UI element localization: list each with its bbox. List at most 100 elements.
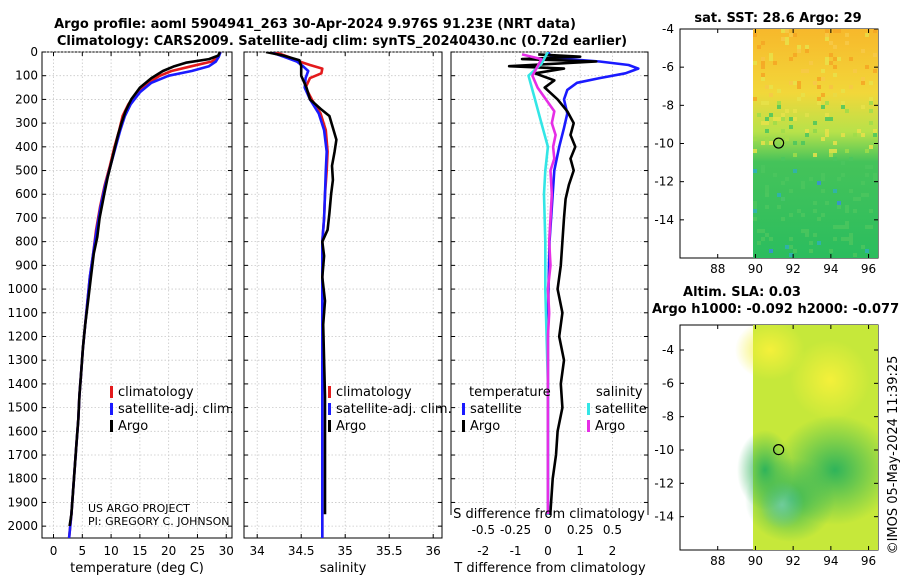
sst-pixel — [833, 57, 837, 61]
sst-pixel — [801, 141, 805, 145]
salinity-ticks: 34 34.5 35 35.5 36 — [244, 51, 442, 558]
sst-pixel — [833, 225, 837, 229]
sst-pixel — [829, 249, 833, 253]
sst-pixel — [857, 197, 861, 201]
sst-pixel — [869, 225, 873, 229]
x-tick-label: 10 — [103, 544, 118, 558]
legend3-temp-argo-swatch — [462, 420, 465, 432]
sst-pixel — [873, 53, 877, 57]
sst-pixel — [829, 149, 833, 153]
sst-pixel — [761, 101, 765, 105]
y-tick-label: 300 — [15, 116, 38, 130]
sst-pixel — [805, 113, 809, 117]
map-y-tick-label: -10 — [654, 443, 674, 457]
y-tick-label: 500 — [15, 164, 38, 178]
legend3-sal-argo: Argo — [595, 419, 625, 434]
s-difference-ticks: -0.5 -0.25 0 0.25 0.5 — [472, 523, 622, 537]
map-y-tick-label: -14 — [654, 213, 674, 227]
sst-pixel — [837, 201, 841, 205]
sst-pixel — [865, 173, 869, 177]
sst-pixel — [861, 193, 865, 197]
sst-pixel — [797, 45, 801, 49]
series-line-argo — [68, 52, 222, 527]
sst-pixel — [833, 189, 837, 193]
sst-pixel — [849, 157, 853, 161]
sst-pixel — [781, 37, 785, 41]
temperature-grid — [42, 51, 232, 538]
map-y-tick-label: -10 — [654, 137, 674, 151]
sst-pixel — [753, 217, 757, 221]
y-tick-label: 1000 — [7, 282, 38, 296]
sst-pixel — [793, 53, 797, 57]
sst-pixel — [805, 45, 809, 49]
sst-pixel — [765, 205, 769, 209]
timestamp: ©IMOS 05-May-2024 11:39:25 — [886, 356, 900, 555]
sst-pixel — [781, 217, 785, 221]
sst-pixel — [825, 61, 829, 65]
sst-pixel — [825, 113, 829, 117]
sst-pixel — [773, 121, 777, 125]
sst-pixel — [793, 153, 797, 157]
sst-pixel — [833, 73, 837, 77]
sst-pixel — [817, 97, 821, 101]
sst-pixel — [765, 137, 769, 141]
sst-pixel — [817, 241, 821, 245]
sst-pixel — [869, 121, 873, 125]
sst-pixel — [817, 85, 821, 89]
sst-pixel — [861, 49, 865, 53]
sst-pixel — [789, 213, 793, 217]
sst-pixel — [781, 117, 785, 121]
sst-pixel — [797, 81, 801, 85]
sla-argo-marker — [773, 444, 785, 456]
sst-pixel — [761, 61, 765, 65]
sst-map: sat. SST: 28.6 Argo: 29 88 90 92 94 96 -4 -6 -8… — [654, 11, 879, 276]
sst-pixel — [873, 29, 877, 33]
sst-pixel — [761, 169, 765, 173]
sst-pixel — [785, 245, 789, 249]
sst-pixel — [829, 117, 833, 121]
sst-pixel — [837, 177, 841, 181]
sst-pixel — [821, 93, 825, 97]
map-y-tick-label: -4 — [662, 343, 674, 357]
sst-pixel — [853, 133, 857, 137]
sla-map-title-2: Argo h1000: -0.092 h2000: -0.077 — [652, 302, 899, 317]
sst-pixel — [793, 249, 797, 253]
legend3-sal-sat-swatch — [587, 403, 590, 415]
sst-pixel — [789, 237, 793, 241]
sst-pixel — [801, 93, 805, 97]
x-tick-label: 0 — [544, 544, 552, 558]
sst-pixel — [845, 33, 849, 37]
sst-pixel — [869, 165, 873, 169]
sst-pixel — [789, 57, 793, 61]
y-tick-label: 1700 — [7, 448, 38, 462]
y-tick-label: 1500 — [7, 401, 38, 415]
sst-pixel — [813, 129, 817, 133]
map-x-tick-label: 88 — [710, 554, 725, 568]
temperature-panel: 0100200300400500600700800900100011001200… — [7, 45, 233, 576]
legend2-climatology: climatology — [336, 385, 412, 400]
difference-lines — [507, 52, 640, 538]
temperature-lines — [67, 52, 222, 538]
sst-pixel — [829, 41, 833, 45]
sst-map-ticks: 88 90 92 94 96 -4 -6 -8 -10 -12 -14 — [654, 22, 878, 276]
sst-pixel — [841, 173, 845, 177]
sst-pixel — [817, 181, 821, 185]
sst-pixel — [825, 33, 829, 37]
sst-pixel — [801, 213, 805, 217]
sst-pixel — [789, 125, 793, 129]
sst-pixel — [805, 233, 809, 237]
sst-pixel — [793, 141, 797, 145]
y-tick-label: 700 — [15, 211, 38, 225]
map-y-tick-label: -6 — [662, 60, 674, 74]
sst-pixel — [761, 77, 765, 81]
sst-pixel — [777, 89, 781, 93]
sst-pixel — [833, 93, 837, 97]
x-tick-label: 35 — [338, 544, 353, 558]
sst-pixel — [769, 113, 773, 117]
sst-pixel — [849, 233, 853, 237]
sst-pixel — [849, 85, 853, 89]
legend3-salinity-head: salinity — [596, 385, 643, 400]
y-tick-label: 900 — [15, 258, 38, 272]
sla-map-title-1: Altim. SLA: 0.03 — [683, 285, 801, 300]
x-tick-label: 34.5 — [288, 544, 315, 558]
